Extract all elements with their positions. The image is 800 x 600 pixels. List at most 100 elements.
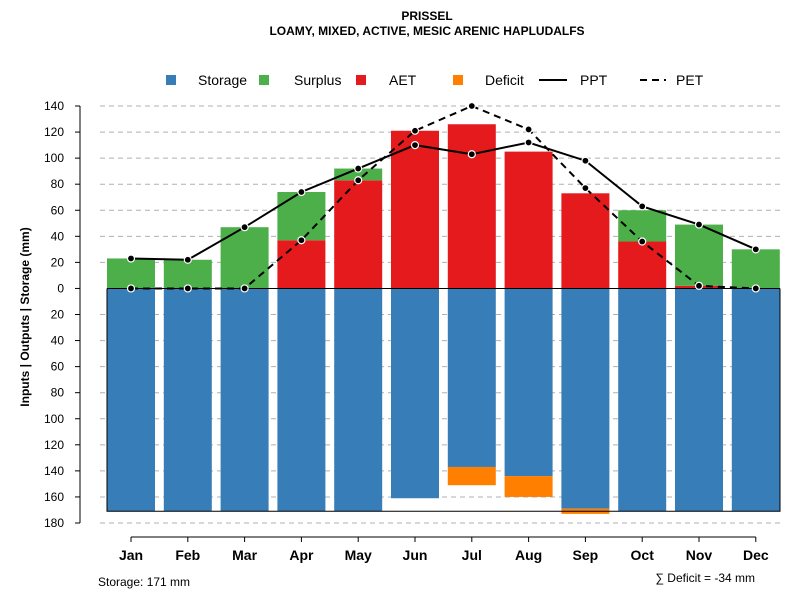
pet-point — [354, 176, 363, 185]
pet-line — [131, 104, 756, 290]
pet-point — [694, 281, 704, 290]
x-tick-label: Jul — [462, 547, 482, 563]
pet-point — [581, 183, 590, 193]
surplus-bar — [334, 168, 383, 181]
surplus-bar — [731, 249, 780, 289]
ppt-point — [638, 202, 647, 211]
legend-label-ppt: PPT — [580, 72, 608, 88]
storage-bar — [277, 288, 326, 512]
ppt-point — [410, 140, 420, 150]
deficit-bar — [504, 476, 553, 497]
storage-bar — [504, 288, 553, 477]
x-tick-label: Oct — [631, 547, 655, 563]
ppt-point — [183, 255, 192, 264]
pet-point — [467, 101, 476, 111]
aet-bar — [334, 180, 383, 289]
y-axis-label: Inputs | Outputs | Storage (mm) — [18, 227, 32, 406]
legend-label-pet: PET — [676, 72, 704, 88]
aet-bar — [447, 124, 496, 289]
deficit-footnote: ∑ Deficit = -34 mm — [655, 571, 755, 585]
aet-bar — [618, 241, 667, 289]
y-tick-label: 100 — [44, 412, 64, 426]
pet-point — [126, 284, 136, 293]
chart-title: PRISSEL — [401, 9, 452, 23]
ppt-point — [467, 150, 476, 159]
y-tick-label: 80 — [51, 386, 65, 400]
y-tick-label: 60 — [51, 360, 65, 374]
storage-bar — [618, 288, 667, 512]
x-tick-label: May — [345, 547, 372, 563]
surplus-bar — [277, 192, 326, 241]
storage-bar — [334, 288, 383, 512]
y-tick-label: 20 — [51, 308, 65, 322]
pet-point — [524, 125, 533, 134]
aet-bar — [391, 130, 439, 289]
ppt-point — [524, 138, 533, 147]
legend-label-aet: AET — [389, 72, 417, 88]
storage-footnote: Storage: 171 mm — [98, 575, 190, 589]
storage-bar — [731, 288, 780, 512]
ppt-point — [694, 220, 704, 229]
deficit-bar — [447, 466, 496, 486]
storage-bar — [391, 288, 439, 499]
aet-bar — [504, 151, 553, 289]
legend-label-surplus: Surplus — [294, 72, 341, 88]
ppt-point — [581, 156, 590, 165]
legend: Storage Surplus AET Deficit PPT PET — [166, 72, 704, 88]
x-tick-label: Jun — [403, 547, 428, 563]
y-tick-label: 120 — [44, 438, 64, 452]
pet-point — [410, 126, 420, 135]
ppt-point — [354, 164, 363, 173]
y-tick-label: 60 — [51, 203, 65, 217]
x-tick-label: Aug — [515, 547, 542, 563]
x-tick-label: Mar — [232, 547, 257, 563]
axes: 140 120 100 80 60 40 20 0 20 40 60 80 100 120 140 160 18… — [44, 99, 769, 563]
legend-swatch-deficit — [453, 75, 463, 85]
pet-point — [240, 284, 249, 293]
chart-subtitle: LOAMY, MIXED, ACTIVE, MESIC ARENIC HAPLU… — [269, 24, 584, 38]
x-tick-label: Apr — [289, 547, 314, 563]
lines — [106, 101, 781, 512]
storage-bar — [447, 288, 496, 467]
y-tick-label: 40 — [51, 229, 65, 243]
pet-point — [751, 284, 760, 293]
pet-point — [183, 284, 192, 293]
x-tick-label: Nov — [686, 547, 713, 563]
ppt-point — [297, 187, 306, 197]
legend-swatch-aet — [356, 75, 366, 85]
legend-label-deficit: Deficit — [485, 72, 524, 88]
storage-bar — [220, 288, 269, 512]
storage-bar — [107, 288, 155, 512]
y-tick-label: 120 — [44, 125, 64, 139]
surplus-bar — [675, 224, 723, 286]
y-tick-label: 20 — [51, 255, 65, 269]
storage-bar — [561, 288, 610, 509]
legend-swatch-storage — [166, 75, 176, 85]
y-tick-label: 40 — [51, 334, 65, 348]
ppt-point — [126, 254, 136, 263]
legend-swatch-surplus — [259, 75, 269, 85]
bars — [107, 124, 780, 514]
x-tick-label: Dec — [743, 547, 769, 563]
surplus-bar — [163, 259, 212, 289]
x-tick-label: Sep — [573, 547, 599, 563]
y-tick-label: 100 — [44, 151, 64, 165]
x-tick-label: Feb — [175, 547, 200, 563]
pet-point — [297, 236, 306, 245]
surplus-bar — [107, 258, 155, 289]
ppt-point — [240, 223, 249, 232]
aet-bar — [277, 240, 326, 289]
aet-bar — [561, 193, 610, 289]
y-tick-label: 140 — [44, 99, 64, 113]
pet-point — [638, 237, 647, 246]
storage-bar — [163, 288, 212, 512]
y-tick-label: 0 — [57, 281, 64, 295]
storage-capacity-outline — [106, 288, 781, 512]
x-tick-label: Jan — [119, 547, 143, 563]
y-tick-label: 80 — [51, 177, 65, 191]
legend-label-storage: Storage — [198, 72, 247, 88]
storage-bar — [675, 288, 723, 512]
ppt-line — [130, 141, 757, 261]
ppt-point — [751, 245, 760, 254]
